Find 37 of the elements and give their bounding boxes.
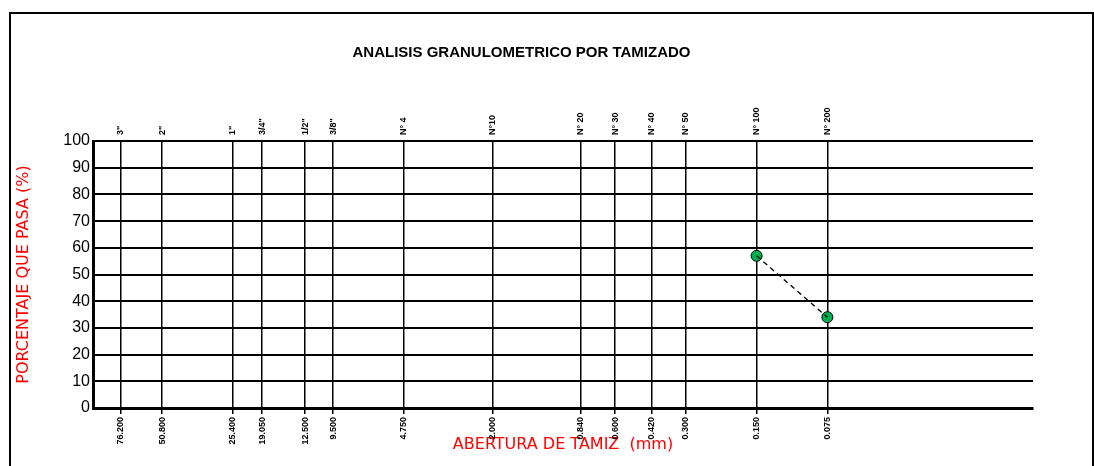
text: N° 50 <box>680 112 691 135</box>
y-tick-label: 10 <box>72 371 91 389</box>
y-tick-label: 80 <box>72 184 91 202</box>
y-tick-label: 100 <box>63 131 91 149</box>
x-tick-label: 0.075 <box>821 417 832 440</box>
text: N° 200 <box>821 107 832 135</box>
y-tick-label: 20 <box>72 345 91 363</box>
chart-title: ANALISIS GRANULOMETRICO POR TAMIZADO <box>352 43 691 61</box>
y-tick-label: 60 <box>72 238 91 256</box>
y-tick-label: 70 <box>72 211 91 229</box>
text: N° 30 <box>609 112 620 135</box>
x-tick-label: 0.150 <box>751 417 762 440</box>
text: N° 4 <box>398 117 409 135</box>
y-tick-label: 30 <box>72 318 91 336</box>
text: 2" <box>156 125 167 135</box>
text: 3" <box>115 125 126 135</box>
x-tick-label: 4.750 <box>398 417 409 440</box>
text: 1" <box>227 125 238 135</box>
y-tick-label: 0 <box>81 398 91 416</box>
x-tick-label: 25.400 <box>227 417 238 445</box>
y-axis-title: PORCENTAJE QUE PASA (%) <box>12 165 32 384</box>
text: 3/8" <box>327 118 338 135</box>
x-tick-label: 12.500 <box>299 417 310 445</box>
text: 3/4" <box>256 118 267 135</box>
x-tick-label: 0.300 <box>680 417 691 440</box>
x-tick-label: 19.050 <box>256 417 267 445</box>
text: N° 20 <box>575 112 586 135</box>
text: N°10 <box>486 114 497 135</box>
text: 1/2" <box>299 118 310 135</box>
text: N° 40 <box>646 112 657 135</box>
y-tick-label: 50 <box>72 264 91 282</box>
y-tick-label: 40 <box>72 291 91 309</box>
x-tick-label: 9.500 <box>327 417 338 440</box>
x-tick-label: 76.200 <box>115 417 126 445</box>
text: N° 100 <box>751 107 762 135</box>
x-tick-label: 50.800 <box>156 417 167 445</box>
y-tick-label: 90 <box>72 158 91 176</box>
